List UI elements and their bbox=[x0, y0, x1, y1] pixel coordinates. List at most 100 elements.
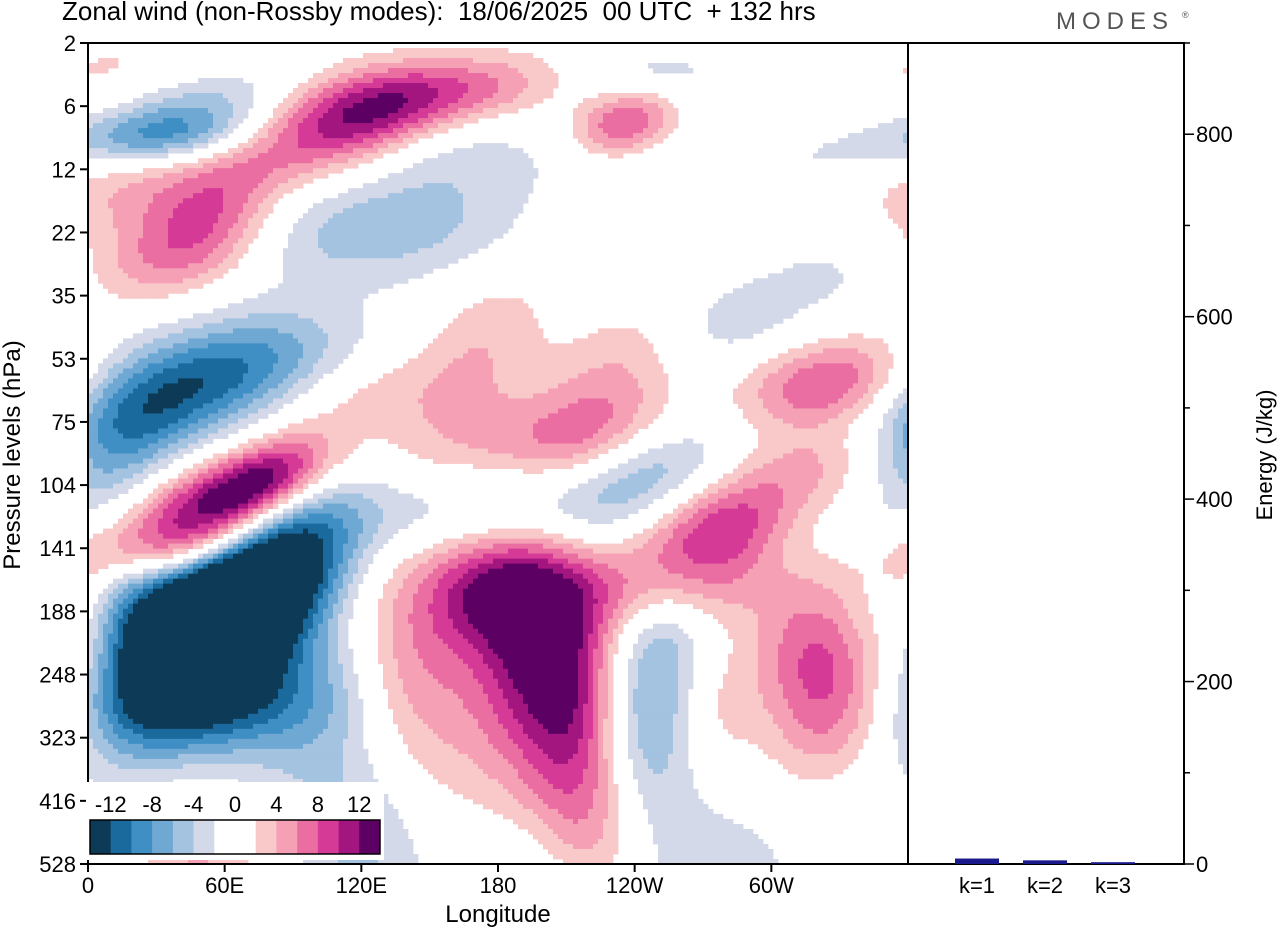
heatmap-cell bbox=[188, 238, 194, 244]
heatmap-cell bbox=[138, 368, 144, 374]
heatmap-cell bbox=[388, 88, 394, 94]
heatmap-cell bbox=[433, 348, 439, 354]
heatmap-cell bbox=[313, 358, 319, 364]
heatmap-cell bbox=[108, 143, 114, 149]
heatmap-cell bbox=[413, 68, 419, 74]
heatmap-cell bbox=[523, 168, 529, 174]
heatmap-cell bbox=[498, 63, 504, 69]
heatmap-cell bbox=[483, 323, 489, 329]
heatmap-cell bbox=[138, 128, 144, 134]
heatmap-cell bbox=[258, 213, 264, 219]
heatmap-cell bbox=[323, 68, 329, 74]
heatmap-cell bbox=[438, 358, 444, 364]
heatmap-cell bbox=[293, 298, 299, 304]
heatmap-cell bbox=[503, 318, 509, 324]
heatmap-cell bbox=[473, 318, 479, 324]
heatmap-cell bbox=[213, 323, 219, 329]
heatmap-cell bbox=[773, 313, 779, 319]
heatmap-cell bbox=[588, 138, 594, 144]
heatmap-cell bbox=[218, 268, 224, 274]
heatmap-cell bbox=[198, 218, 204, 224]
heatmap-cell bbox=[758, 308, 764, 314]
heatmap-cell bbox=[363, 258, 369, 264]
heatmap-cell bbox=[483, 158, 489, 164]
heatmap-cell bbox=[183, 118, 189, 124]
heatmap-cell bbox=[538, 348, 544, 354]
heatmap-cell bbox=[503, 228, 509, 234]
heatmap-cell bbox=[413, 223, 419, 229]
heatmap-cell bbox=[353, 233, 359, 239]
heatmap-cell bbox=[483, 168, 489, 174]
heatmap-cell bbox=[388, 148, 394, 154]
heatmap-cell bbox=[398, 83, 404, 89]
heatmap-cell bbox=[298, 163, 304, 169]
heatmap-cell bbox=[663, 108, 669, 114]
heatmap-cell bbox=[323, 258, 329, 264]
heatmap-cell bbox=[783, 293, 789, 299]
heatmap-cell bbox=[303, 293, 309, 299]
heatmap-cell bbox=[373, 253, 379, 259]
heatmap-cell bbox=[798, 363, 804, 369]
heatmap-cell bbox=[113, 108, 119, 114]
heatmap-cell bbox=[468, 228, 474, 234]
heatmap-cell bbox=[828, 353, 834, 359]
heatmap-cell bbox=[398, 238, 404, 244]
heatmap-cell bbox=[303, 348, 309, 354]
heatmap-cell bbox=[528, 63, 534, 69]
heatmap-cell bbox=[223, 193, 229, 199]
heatmap-cell bbox=[463, 253, 469, 259]
heatmap-cell bbox=[438, 48, 444, 54]
heatmap-cell bbox=[153, 93, 159, 99]
heatmap-cell bbox=[213, 163, 219, 169]
heatmap-cell bbox=[398, 263, 404, 269]
heatmap-cell bbox=[368, 253, 374, 259]
heatmap-cell bbox=[458, 203, 464, 209]
heatmap-cell bbox=[398, 123, 404, 129]
heatmap-cell bbox=[273, 333, 279, 339]
heatmap-cell bbox=[258, 133, 264, 139]
heatmap-cell bbox=[348, 88, 354, 94]
heatmap-cell bbox=[293, 303, 299, 309]
heatmap-cell bbox=[878, 363, 884, 369]
heatmap-cell bbox=[173, 208, 179, 214]
heatmap-cell bbox=[323, 128, 329, 134]
heatmap-cell bbox=[478, 58, 484, 64]
heatmap-cell bbox=[173, 193, 179, 199]
heatmap-cell bbox=[393, 108, 399, 114]
heatmap-cell bbox=[378, 103, 384, 109]
heatmap-cell bbox=[318, 288, 324, 294]
heatmap-cell bbox=[178, 328, 184, 334]
heatmap-cell bbox=[878, 133, 884, 139]
heatmap-cell bbox=[513, 343, 519, 349]
heatmap-cell bbox=[338, 228, 344, 234]
heatmap-cell bbox=[223, 93, 229, 99]
heatmap-cell bbox=[248, 143, 254, 149]
heatmap-cell bbox=[403, 213, 409, 219]
heatmap-cell bbox=[113, 128, 119, 134]
heatmap-cell bbox=[433, 363, 439, 369]
heatmap-cell bbox=[223, 338, 229, 344]
heatmap-cell bbox=[353, 268, 359, 274]
heatmap-cell bbox=[278, 358, 284, 364]
heatmap-cell bbox=[818, 273, 824, 279]
heatmap-cell bbox=[148, 223, 154, 229]
heatmap-cell bbox=[273, 138, 279, 144]
heatmap-cell bbox=[503, 48, 509, 54]
heatmap-cell bbox=[143, 108, 149, 114]
heatmap-cell bbox=[358, 98, 364, 104]
heatmap-cell bbox=[403, 228, 409, 234]
heatmap-cell bbox=[418, 363, 424, 369]
heatmap-cell bbox=[233, 223, 239, 229]
heatmap-cell bbox=[288, 118, 294, 124]
heatmap-cell bbox=[513, 318, 519, 324]
heatmap-cell bbox=[583, 143, 589, 149]
heatmap-cell bbox=[498, 228, 504, 234]
heatmap-cell bbox=[483, 233, 489, 239]
heatmap-cell bbox=[453, 83, 459, 89]
heatmap-cell bbox=[498, 318, 504, 324]
heatmap-cell bbox=[413, 63, 419, 69]
heatmap-cell bbox=[203, 203, 209, 209]
heatmap-cell bbox=[98, 218, 104, 224]
heatmap-cell bbox=[153, 228, 159, 234]
heatmap-cell bbox=[238, 233, 244, 239]
